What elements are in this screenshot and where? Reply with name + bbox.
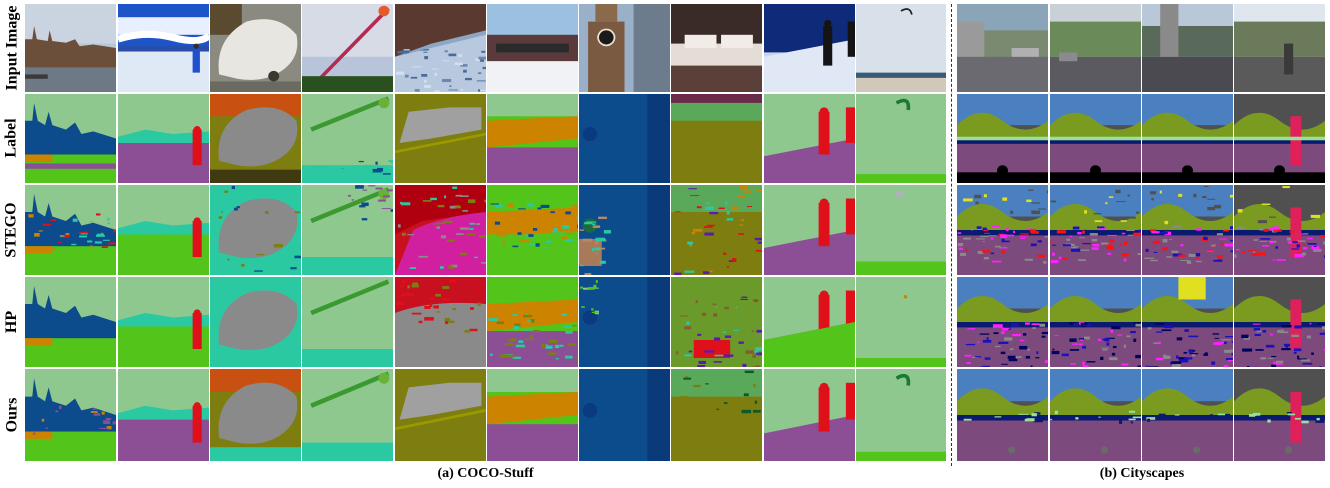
- input-image-cityscapes: [1142, 4, 1233, 92]
- row-label-stego: STEGO: [0, 185, 24, 274]
- input-image-cityscapes: [1050, 4, 1141, 92]
- input-image-coco: [671, 4, 762, 92]
- row-label-text: Label: [3, 118, 20, 158]
- row-label-ours: Ours: [0, 369, 24, 461]
- stego-segmentation-cityscapes: [957, 185, 1048, 275]
- hp-segmentation-coco: [487, 277, 578, 367]
- label-segmentation-coco: [395, 94, 486, 183]
- ours-segmentation-coco: [579, 369, 670, 461]
- stego-segmentation-coco: [856, 185, 946, 275]
- row-label-text: Input Image: [3, 5, 20, 91]
- stego-segmentation-coco: [487, 185, 578, 275]
- input-image-coco: [302, 4, 393, 92]
- label-segmentation-coco: [764, 94, 855, 183]
- hp-segmentation-coco: [395, 277, 486, 367]
- hp-segmentation-cityscapes: [1234, 277, 1325, 367]
- input-image-coco: [210, 4, 301, 92]
- label-segmentation-coco: [579, 94, 670, 183]
- stego-segmentation-coco: [764, 185, 855, 275]
- label-segmentation-coco: [118, 94, 209, 183]
- hp-segmentation-coco: [764, 277, 855, 367]
- row-label-label: Label: [0, 94, 24, 182]
- row-label-text: HP: [3, 310, 20, 333]
- hp-segmentation-cityscapes: [957, 277, 1048, 367]
- hp-segmentation-cityscapes: [1050, 277, 1141, 367]
- ours-segmentation-coco: [210, 369, 301, 461]
- stego-segmentation-coco: [395, 185, 486, 275]
- input-image-coco: [856, 4, 946, 92]
- label-segmentation-coco: [302, 94, 393, 183]
- input-image-coco: [25, 4, 116, 92]
- ours-segmentation-coco: [302, 369, 393, 461]
- hp-segmentation-coco: [302, 277, 393, 367]
- caption-coco-stuff: (a) COCO-Stuff: [437, 466, 534, 481]
- label-segmentation-coco: [210, 94, 301, 183]
- label-segmentation-cityscapes: [957, 94, 1048, 183]
- row-label-hp: HP: [0, 277, 24, 366]
- stego-segmentation-coco: [210, 185, 301, 275]
- hp-segmentation-cityscapes: [1142, 277, 1233, 367]
- input-image-coco: [579, 4, 670, 92]
- stego-segmentation-cityscapes: [1050, 185, 1141, 275]
- hp-segmentation-coco: [856, 277, 946, 367]
- row-label-text: STEGO: [3, 201, 21, 258]
- row-label-text: Ours: [3, 397, 21, 433]
- label-segmentation-coco: [671, 94, 762, 183]
- ours-segmentation-cityscapes: [1142, 369, 1233, 461]
- ours-segmentation-coco: [671, 369, 762, 461]
- label-segmentation-cityscapes: [1142, 94, 1233, 183]
- hp-segmentation-coco: [210, 277, 301, 367]
- ours-segmentation-coco: [395, 369, 486, 461]
- label-segmentation-coco: [487, 94, 578, 183]
- ours-segmentation-coco: [118, 369, 209, 461]
- stego-segmentation-coco: [25, 185, 116, 275]
- ours-segmentation-coco: [856, 369, 946, 461]
- stego-segmentation-cityscapes: [1142, 185, 1233, 275]
- hp-segmentation-coco: [579, 277, 670, 367]
- label-segmentation-cityscapes: [1050, 94, 1141, 183]
- row-label-input-image: Input Image: [0, 4, 24, 92]
- ours-segmentation-cityscapes: [1050, 369, 1141, 461]
- input-image-coco: [487, 4, 578, 92]
- input-image-coco: [118, 4, 209, 92]
- stego-segmentation-cityscapes: [1234, 185, 1325, 275]
- ours-segmentation-coco: [764, 369, 855, 461]
- stego-segmentation-coco: [579, 185, 670, 275]
- hp-segmentation-coco: [118, 277, 209, 367]
- input-image-cityscapes: [1234, 4, 1325, 92]
- hp-segmentation-coco: [25, 277, 116, 367]
- input-image-coco: [764, 4, 855, 92]
- caption-cityscapes: (b) Cityscapes: [1099, 466, 1185, 481]
- ours-segmentation-coco: [487, 369, 578, 461]
- label-segmentation-cityscapes: [1234, 94, 1325, 183]
- stego-segmentation-coco: [671, 185, 762, 275]
- hp-segmentation-coco: [671, 277, 762, 367]
- stego-segmentation-coco: [302, 185, 393, 275]
- input-image-cityscapes: [957, 4, 1048, 92]
- label-segmentation-coco: [25, 94, 116, 183]
- stego-segmentation-coco: [118, 185, 209, 275]
- panel-divider: [951, 4, 952, 466]
- input-image-coco: [395, 4, 486, 92]
- ours-segmentation-coco: [25, 369, 116, 461]
- ours-segmentation-cityscapes: [957, 369, 1048, 461]
- ours-segmentation-cityscapes: [1234, 369, 1325, 461]
- label-segmentation-coco: [856, 94, 946, 183]
